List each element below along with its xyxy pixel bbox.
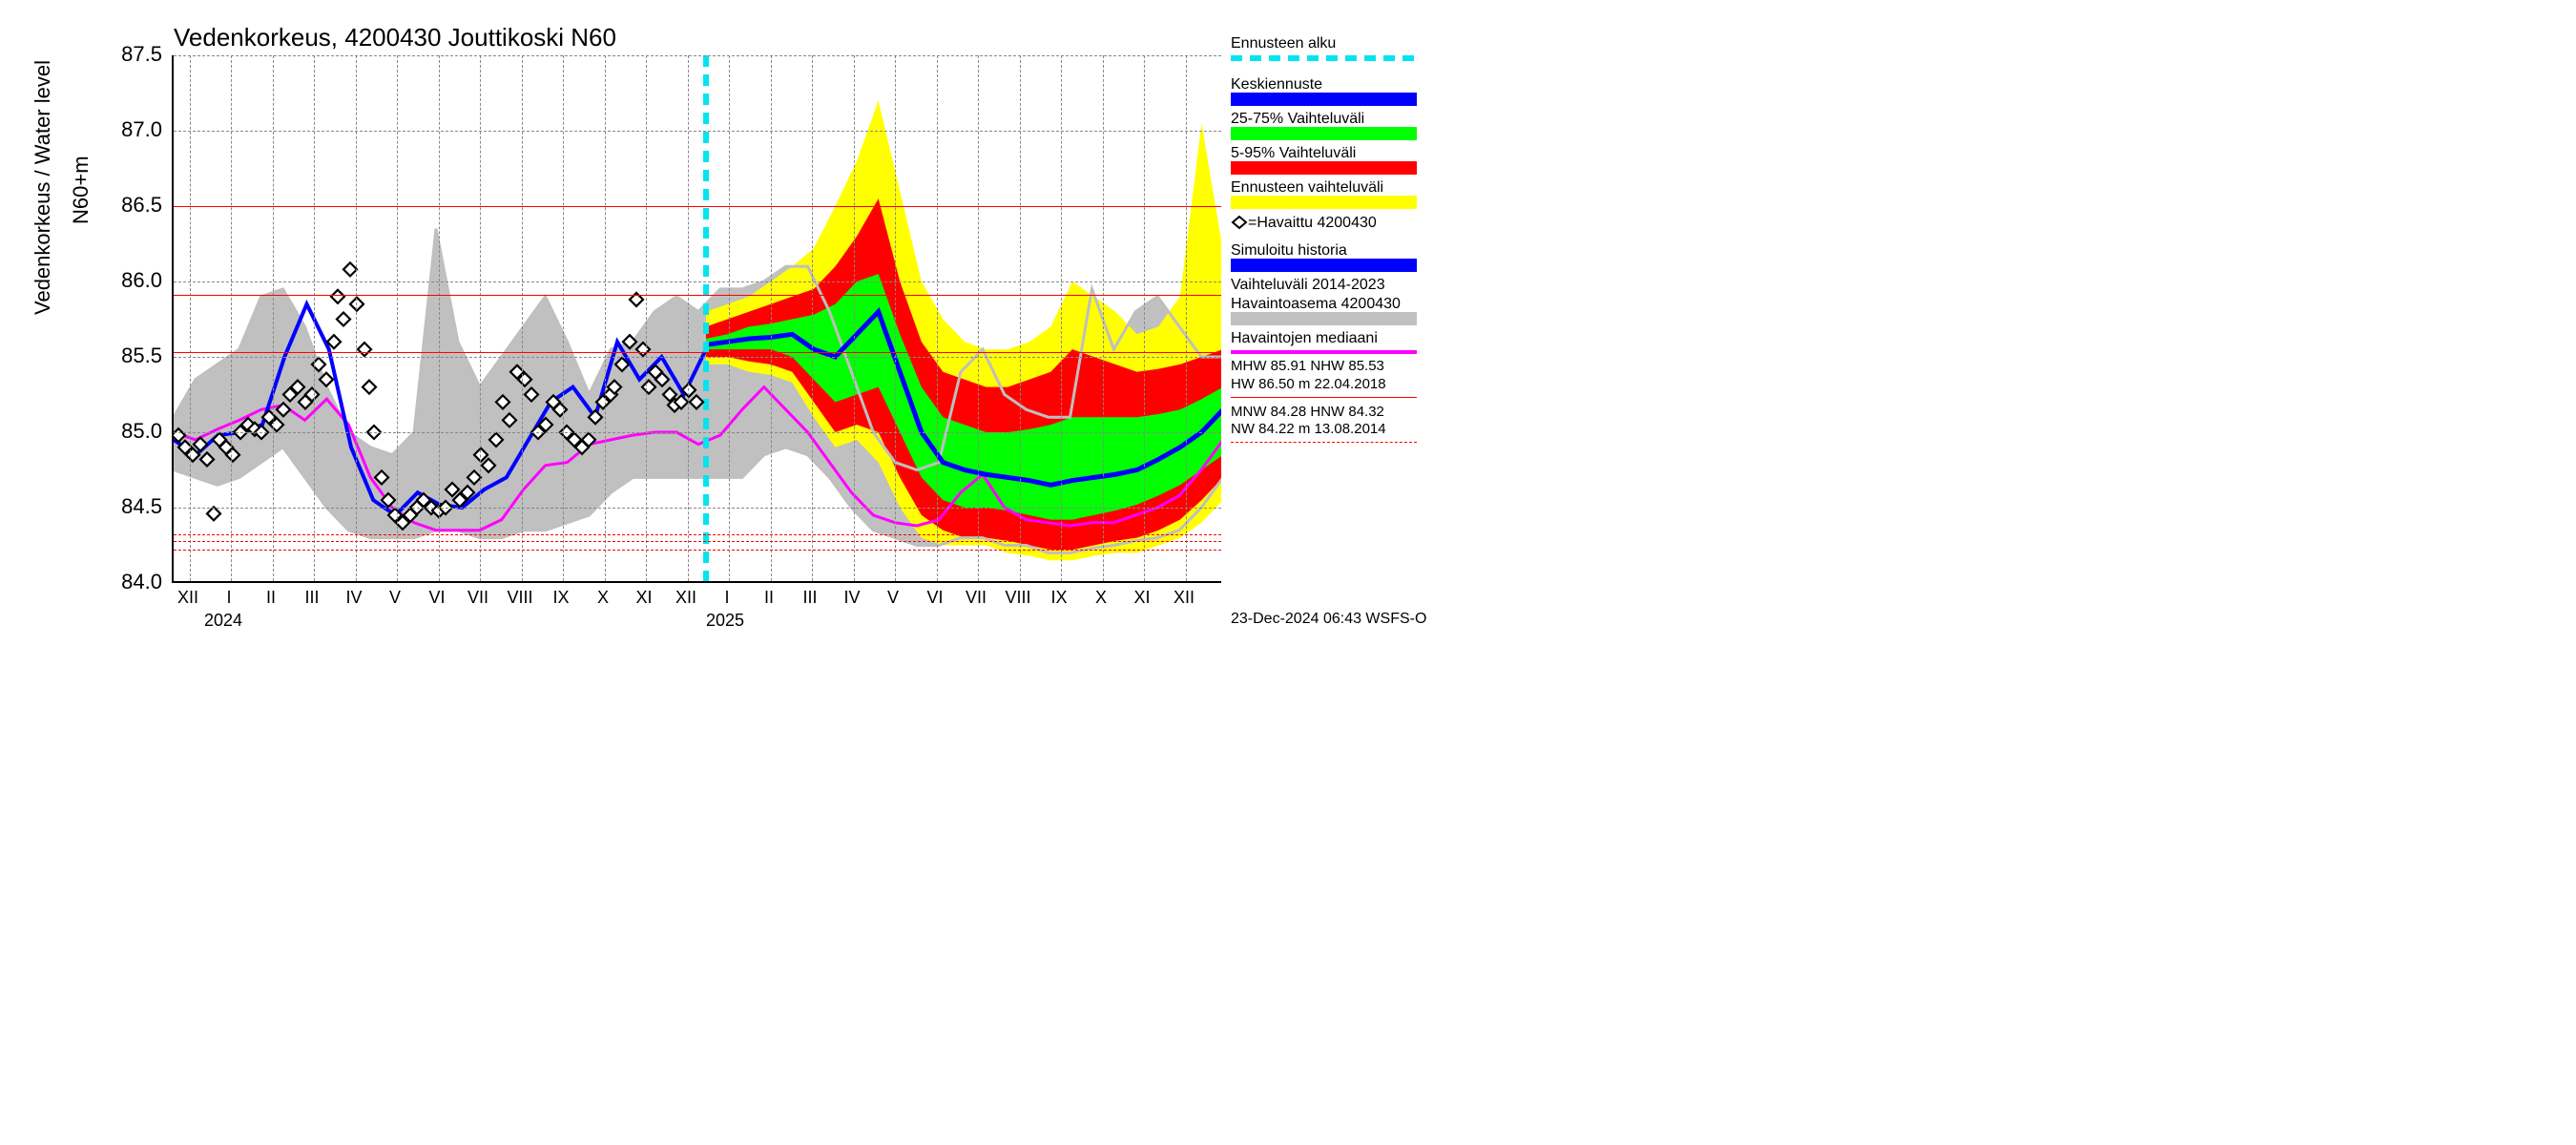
observed-marker [358, 343, 371, 356]
x-tick-label: III [304, 588, 319, 608]
legend-swatch-5-95 [1231, 161, 1417, 175]
x-tick-label: II [266, 588, 276, 608]
x-tick-label: VII [467, 588, 488, 608]
x-tick-label: I [724, 588, 729, 608]
x-tick-label: I [226, 588, 231, 608]
observed-marker [363, 381, 376, 394]
legend-stat-hw: MHW 85.91 NHW 85.53 HW 86.50 m 22.04.201… [1231, 358, 1422, 398]
plot-area [172, 55, 1221, 583]
chart-title: Vedenkorkeus, 4200430 Jouttikoski N60 [174, 23, 616, 52]
legend-swatch-sim [1231, 259, 1417, 272]
y-tick-label: 84.0 [105, 570, 162, 594]
x-tick-label: V [887, 588, 899, 608]
chart-container: Vedenkorkeus, 4200430 Jouttikoski N60 Ve… [0, 0, 1431, 636]
observed-marker [343, 262, 357, 276]
legend-band-full: Ennusteen vaihteluväli [1231, 178, 1422, 209]
legend-median: Havaintojen mediaani [1231, 329, 1422, 354]
observed-marker [350, 298, 364, 311]
y-axis-label-main: Vedenkorkeus / Water level [31, 60, 55, 315]
legend-swatch-median [1231, 350, 1417, 354]
x-tick-label: IX [552, 588, 569, 608]
legend-swatch-hist [1231, 312, 1417, 325]
legend: Ennusteen alku Keskiennuste 25-75% Vaiht… [1231, 34, 1422, 448]
x-tick-label: IV [345, 588, 362, 608]
x-tick-label: II [764, 588, 774, 608]
y-tick-label: 85.5 [105, 344, 162, 368]
y-axis-label-unit: N60+m [69, 156, 93, 224]
x-tick-label: X [1095, 588, 1107, 608]
legend-mean-forecast: Keskiennuste [1231, 75, 1422, 106]
year-label-2025: 2025 [706, 611, 744, 631]
x-tick-label: VII [966, 588, 987, 608]
y-tick-label: 87.0 [105, 117, 162, 142]
observed-marker [337, 313, 350, 326]
x-tick-label: XII [177, 588, 198, 608]
legend-swatch-mean [1231, 93, 1417, 106]
legend-swatch-full [1231, 196, 1417, 209]
x-tick-label: IX [1050, 588, 1067, 608]
y-tick-label: 86.5 [105, 193, 162, 218]
year-label-2024: 2024 [204, 611, 242, 631]
legend-swatch-forecast-start [1231, 52, 1417, 65]
footer-timestamp: 23-Dec-2024 06:43 WSFS-O [1231, 611, 1426, 628]
legend-band-25-75: 25-75% Vaihteluväli [1231, 110, 1422, 140]
x-tick-label: XII [675, 588, 696, 608]
y-tick-label: 86.0 [105, 268, 162, 293]
x-tick-label: V [389, 588, 401, 608]
legend-swatch-25-75 [1231, 127, 1417, 140]
x-tick-label: XII [1174, 588, 1195, 608]
x-tick-label: XI [1133, 588, 1150, 608]
x-tick-label: VIII [507, 588, 532, 608]
plot-svg [174, 55, 1221, 583]
legend-sim-history: Simuloitu historia [1231, 241, 1422, 272]
x-tick-label: X [597, 588, 609, 608]
x-tick-label: VI [428, 588, 445, 608]
observed-marker [331, 290, 344, 303]
legend-observed: =Havaittu 4200430 [1231, 215, 1422, 232]
y-tick-label: 87.5 [105, 42, 162, 67]
legend-forecast-start: Ennusteen alku [1231, 34, 1422, 73]
diamond-marker-icon [1231, 216, 1248, 229]
x-tick-label: IV [843, 588, 860, 608]
x-tick-label: VIII [1005, 588, 1030, 608]
x-tick-label: VI [926, 588, 943, 608]
legend-band-5-95: 5-95% Vaihteluväli [1231, 144, 1422, 175]
observed-marker [207, 507, 220, 520]
y-tick-label: 84.5 [105, 494, 162, 519]
legend-stat-nw: MNW 84.28 HNW 84.32 NW 84.22 m 13.08.201… [1231, 404, 1422, 444]
legend-nw-line [1231, 442, 1417, 443]
legend-hist-range: Vaihteluväli 2014-2023 Havaintoasema 420… [1231, 276, 1422, 325]
legend-hw-line [1231, 397, 1417, 398]
y-tick-label: 85.0 [105, 419, 162, 444]
x-tick-label: XI [635, 588, 652, 608]
x-tick-label: III [802, 588, 817, 608]
